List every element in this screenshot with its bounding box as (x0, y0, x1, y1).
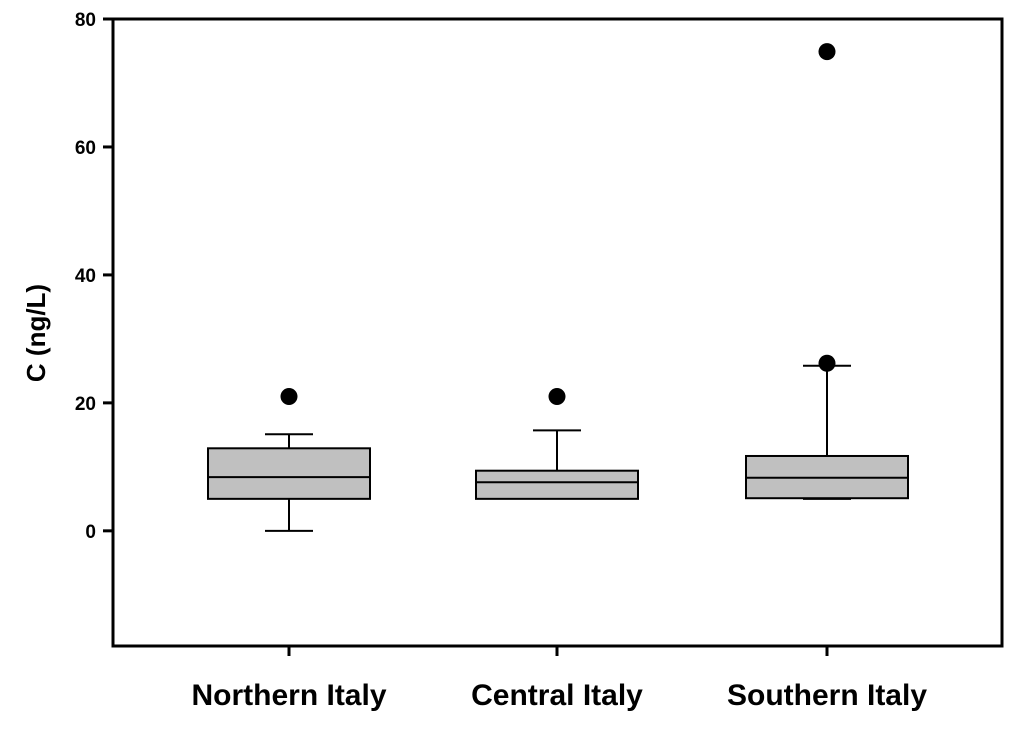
x-axis: Northern Italy Central Italy Southern Ital… (191, 646, 927, 712)
y-axis-title: C (ng/L) (21, 284, 51, 382)
boxes (207, 43, 909, 532)
box (207, 447, 371, 500)
plot-frame (111, 17, 1004, 648)
box-group-3 (745, 43, 909, 500)
y-tick-label: 20 (75, 394, 96, 415)
y-axis: 0 20 40 60 80 (75, 10, 113, 543)
y-tick-label: 0 (85, 522, 96, 543)
outlier-point (548, 387, 566, 405)
x-category-label: Central Italy (471, 679, 643, 712)
outlier-point (818, 43, 836, 61)
outlier-point (818, 354, 836, 372)
box-group-1 (207, 387, 371, 532)
y-tick-label: 40 (75, 266, 96, 287)
box (475, 469, 639, 500)
outlier-point (280, 387, 298, 405)
box-group-2 (475, 387, 639, 500)
y-tick-label: 80 (75, 10, 96, 31)
x-category-label: Southern Italy (727, 679, 927, 712)
x-category-label: Northern Italy (191, 679, 386, 712)
y-tick-label: 60 (75, 138, 96, 159)
